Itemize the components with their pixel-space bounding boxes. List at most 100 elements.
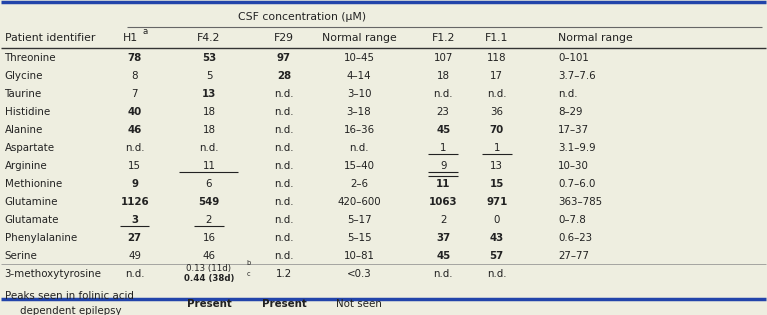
Text: a: a bbox=[142, 27, 147, 36]
Text: Glutamine: Glutamine bbox=[5, 197, 58, 207]
Text: Present: Present bbox=[262, 299, 306, 309]
Text: 27–77: 27–77 bbox=[558, 251, 589, 261]
Text: 8: 8 bbox=[131, 71, 138, 81]
Text: Histidine: Histidine bbox=[5, 107, 50, 117]
Text: n.d.: n.d. bbox=[125, 269, 144, 278]
Text: 0.6–23: 0.6–23 bbox=[558, 232, 592, 243]
Text: 1: 1 bbox=[493, 143, 500, 153]
Text: 9: 9 bbox=[440, 161, 446, 171]
Text: Aspartate: Aspartate bbox=[5, 143, 54, 153]
Text: 15–40: 15–40 bbox=[344, 161, 374, 171]
Text: 0.44 (38d): 0.44 (38d) bbox=[184, 274, 234, 284]
Text: 1: 1 bbox=[440, 143, 446, 153]
Text: F1.1: F1.1 bbox=[485, 33, 509, 43]
Text: 36: 36 bbox=[490, 107, 503, 117]
Text: Glycine: Glycine bbox=[5, 71, 43, 81]
Text: 971: 971 bbox=[486, 197, 508, 207]
Text: Patient identifier: Patient identifier bbox=[5, 33, 95, 43]
Text: 5–17: 5–17 bbox=[347, 215, 371, 225]
Text: 11: 11 bbox=[202, 161, 216, 171]
Text: 1126: 1126 bbox=[120, 197, 149, 207]
Text: 70: 70 bbox=[489, 125, 504, 135]
Text: 2: 2 bbox=[440, 215, 446, 225]
Text: n.d.: n.d. bbox=[275, 215, 294, 225]
Text: 1063: 1063 bbox=[429, 197, 458, 207]
Text: Taurine: Taurine bbox=[5, 89, 41, 99]
Text: n.d.: n.d. bbox=[558, 89, 578, 99]
Text: b: b bbox=[247, 261, 251, 266]
Text: n.d.: n.d. bbox=[349, 143, 369, 153]
Text: n.d.: n.d. bbox=[433, 89, 453, 99]
Text: n.d.: n.d. bbox=[433, 269, 453, 278]
Text: F1.2: F1.2 bbox=[432, 33, 455, 43]
Text: 28: 28 bbox=[277, 71, 291, 81]
Text: n.d.: n.d. bbox=[275, 197, 294, 207]
Text: 5: 5 bbox=[206, 71, 212, 81]
Text: 107: 107 bbox=[433, 53, 453, 63]
Text: 0: 0 bbox=[494, 215, 500, 225]
Text: 5–15: 5–15 bbox=[347, 232, 371, 243]
Text: 27: 27 bbox=[127, 232, 142, 243]
Text: n.d.: n.d. bbox=[275, 232, 294, 243]
Text: 3.1–9.9: 3.1–9.9 bbox=[558, 143, 596, 153]
Text: 3: 3 bbox=[131, 215, 138, 225]
Text: F29: F29 bbox=[274, 33, 294, 43]
Text: 0–101: 0–101 bbox=[558, 53, 589, 63]
Text: 15: 15 bbox=[489, 179, 504, 189]
Text: 3–18: 3–18 bbox=[347, 107, 371, 117]
Text: 2: 2 bbox=[206, 215, 212, 225]
Text: n.d.: n.d. bbox=[275, 125, 294, 135]
Text: n.d.: n.d. bbox=[275, 161, 294, 171]
Text: 57: 57 bbox=[489, 251, 504, 261]
Text: 16–36: 16–36 bbox=[344, 125, 374, 135]
Text: 37: 37 bbox=[436, 232, 450, 243]
Text: Peaks seen in folinic acid: Peaks seen in folinic acid bbox=[5, 291, 133, 301]
Text: Methionine: Methionine bbox=[5, 179, 62, 189]
Text: 6: 6 bbox=[206, 179, 212, 189]
Text: 3-methoxytyrosine: 3-methoxytyrosine bbox=[5, 269, 101, 278]
Text: Glutamate: Glutamate bbox=[5, 215, 59, 225]
Text: H1: H1 bbox=[123, 33, 137, 43]
Text: 549: 549 bbox=[199, 197, 219, 207]
Text: 3–10: 3–10 bbox=[347, 89, 371, 99]
Text: 15: 15 bbox=[128, 161, 141, 171]
Text: 45: 45 bbox=[436, 125, 450, 135]
Text: 0–7.8: 0–7.8 bbox=[558, 215, 586, 225]
Text: Normal range: Normal range bbox=[558, 33, 633, 43]
Text: 420–600: 420–600 bbox=[337, 197, 380, 207]
Text: <0.3: <0.3 bbox=[347, 269, 371, 278]
Text: 13: 13 bbox=[202, 89, 216, 99]
Text: n.d.: n.d. bbox=[275, 89, 294, 99]
Text: Arginine: Arginine bbox=[5, 161, 48, 171]
Text: 16: 16 bbox=[202, 232, 216, 243]
Text: 43: 43 bbox=[489, 232, 504, 243]
Text: n.d.: n.d. bbox=[275, 143, 294, 153]
Text: 10–45: 10–45 bbox=[344, 53, 374, 63]
Text: n.d.: n.d. bbox=[125, 143, 144, 153]
Text: Phenylalanine: Phenylalanine bbox=[5, 232, 77, 243]
Text: 18: 18 bbox=[202, 125, 216, 135]
Text: 17: 17 bbox=[490, 71, 503, 81]
Text: 4–14: 4–14 bbox=[347, 71, 371, 81]
Text: Present: Present bbox=[186, 299, 232, 309]
Text: n.d.: n.d. bbox=[275, 179, 294, 189]
Text: n.d.: n.d. bbox=[487, 89, 506, 99]
Text: Serine: Serine bbox=[5, 251, 38, 261]
Text: 8–29: 8–29 bbox=[558, 107, 583, 117]
Text: 53: 53 bbox=[202, 53, 216, 63]
Text: 13: 13 bbox=[490, 161, 503, 171]
Text: 9: 9 bbox=[131, 179, 138, 189]
Text: 10–81: 10–81 bbox=[344, 251, 374, 261]
Text: 10–30: 10–30 bbox=[558, 161, 589, 171]
Text: 18: 18 bbox=[436, 71, 449, 81]
Text: 46: 46 bbox=[127, 125, 142, 135]
Text: 2–6: 2–6 bbox=[350, 179, 368, 189]
Text: n.d.: n.d. bbox=[275, 107, 294, 117]
Text: 17–37: 17–37 bbox=[558, 125, 589, 135]
Text: 3.7–7.6: 3.7–7.6 bbox=[558, 71, 596, 81]
Text: 45: 45 bbox=[436, 251, 450, 261]
Text: Not seen: Not seen bbox=[336, 299, 382, 309]
Text: CSF concentration (μM): CSF concentration (μM) bbox=[238, 12, 366, 22]
Text: 0.13 (11d): 0.13 (11d) bbox=[186, 264, 232, 273]
Text: 18: 18 bbox=[202, 107, 216, 117]
